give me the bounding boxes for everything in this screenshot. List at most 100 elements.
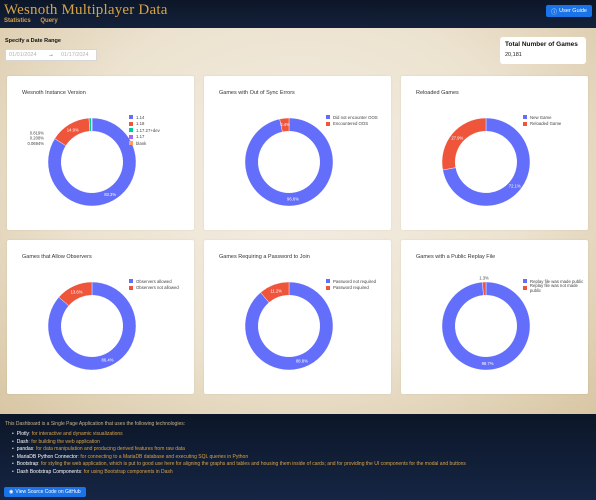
legend-swatch <box>129 285 133 290</box>
tech-desc: : for data manipulation and producing de… <box>33 446 185 452</box>
chart-legend: Did not encounter OOS Encountered OOS <box>326 114 378 127</box>
donut-chart[interactable]: 72.1% 27.9% <box>401 76 588 230</box>
legend-swatch <box>523 285 527 290</box>
slice-encountered-oos[interactable] <box>279 117 290 133</box>
slice-label: 27.9% <box>451 135 463 140</box>
slice-observers-not-allowed[interactable] <box>58 281 93 307</box>
chart-title: Games with Out of Sync Errors <box>219 90 295 96</box>
legend-item-password-required[interactable]: Password required <box>326 285 376 292</box>
legend-item-1-17[interactable]: 1.17 <box>129 134 160 141</box>
slice-label: 13.6% <box>71 289 83 294</box>
legend-swatch <box>129 134 133 139</box>
legend-item-1-18[interactable]: 1.18 <box>129 121 160 128</box>
slice-label: 86.4% <box>102 357 114 362</box>
legend-swatch <box>326 121 330 126</box>
legend-item-reloaded-game[interactable]: Reloaded Game <box>523 121 561 128</box>
app-title: Wesnoth Multiplayer Data <box>4 2 168 18</box>
legend-item-replay-file-was-not-made-public[interactable]: Replay file was not made public <box>523 282 588 293</box>
chart-title: Wesnoth Instance Version <box>22 90 86 96</box>
tech-name: MariaDB Python Connector <box>16 453 78 460</box>
slice-new-game[interactable] <box>442 117 531 207</box>
chart-card-reloaded-games: Reloaded Games 72.1% 27.9% New Game Reloaded… <box>401 76 588 230</box>
nav-statistics[interactable]: Statistics <box>4 18 31 24</box>
slice-1-14[interactable] <box>47 117 137 207</box>
total-games-value: 20,181 <box>505 52 522 58</box>
slice-replay-file-was-made-public[interactable] <box>441 281 531 371</box>
user-guide-button[interactable]: ⓘ User Guide <box>546 5 592 17</box>
end-date-input[interactable]: 01/17/2024 <box>61 52 89 58</box>
user-guide-label: User Guide <box>559 8 587 14</box>
footer: This Dashboard is a Single Page Applicat… <box>0 414 596 500</box>
chart-title: Games with a Public Replay File <box>416 254 496 260</box>
slice-reloaded-game[interactable] <box>441 117 487 171</box>
legend-item-1-14[interactable]: 1.14 <box>129 114 160 121</box>
date-range-picker[interactable]: 01/01/2024 → 01/17/2024 <box>5 49 97 61</box>
footer-intro: This Dashboard is a Single Page Applicat… <box>5 421 186 427</box>
legend-label: Password not required <box>333 278 376 284</box>
legend-swatch <box>129 128 133 133</box>
legend-item-1-17-27-dev[interactable]: 1.17.27+dev <box>129 127 160 134</box>
chart-legend: Observers allowed Observers not allowed <box>129 278 179 291</box>
arrow-right-icon: → <box>48 52 54 58</box>
tech-desc: : for styling the web application, which… <box>38 461 466 467</box>
info-icon: ⓘ <box>551 9 558 16</box>
nav-query[interactable]: Query <box>40 18 58 24</box>
legend-swatch <box>129 141 133 146</box>
github-icon: ◉ <box>9 489 14 495</box>
donut-chart[interactable]: 98.7% 1.3% <box>401 240 588 394</box>
legend-label: Replay file was not made public <box>529 282 578 293</box>
slice-label: 83.3% <box>104 192 116 197</box>
slice-label: 11.2% <box>270 288 282 293</box>
chart-legend: Password not required Password required <box>326 278 376 291</box>
legend-swatch <box>523 115 527 120</box>
total-games-card: Total Number of Games 20,181 <box>500 37 586 64</box>
slice-replay-file-was-not-made-public[interactable] <box>482 281 487 296</box>
legend-item-replay-file-was-made-public[interactable]: Replay file was made public <box>523 278 588 285</box>
tech-item: MariaDB Python Connector: for connecting… <box>12 454 591 462</box>
slice-label: 72.1% <box>509 183 521 188</box>
chart-title: Games Requiring a Password to Join <box>219 254 310 260</box>
slice-label: 1.3% <box>479 275 489 280</box>
legend-label: 1.18 <box>136 121 145 127</box>
chart-card-games-with-a-public-replay-file: Games with a Public Replay File 98.7% 1.3%… <box>401 240 588 394</box>
legend-item-encountered-oos[interactable]: Encountered OOS <box>326 121 378 128</box>
legend-label: Reloaded Game <box>530 121 562 127</box>
donut-chart[interactable]: 88.8% 11.2% <box>204 240 391 394</box>
total-games-title: Total Number of Games <box>505 41 578 48</box>
main-content: Specify a Date Range 01/01/2024 → 01/17/… <box>0 28 596 414</box>
legend-item-observers-not-allowed[interactable]: Observers not allowed <box>129 285 179 292</box>
slice-password-required[interactable] <box>260 281 290 303</box>
legend-item-observers-allowed[interactable]: Observers allowed <box>129 278 179 285</box>
slice-did-not-encounter-oos[interactable] <box>244 117 334 207</box>
legend-item-blank[interactable]: blank <box>129 140 160 147</box>
legend-item-new-game[interactable]: New Game <box>523 114 561 121</box>
slice-label: 0.208% <box>30 136 44 141</box>
tech-desc: : for connecting to a MariaDB database a… <box>77 453 249 460</box>
chart-title: Reloaded Games <box>416 90 459 96</box>
legend-item-password-not-required[interactable]: Password not required <box>326 278 376 285</box>
legend-label: New Game <box>530 114 552 120</box>
donut-chart[interactable]: 83.3% 14.9% 0.819%0.208%0.0694% <box>7 76 194 230</box>
chart-legend: 1.14 1.18 1.17.27+dev 1.17 blank <box>129 114 160 147</box>
legend-swatch <box>129 121 133 126</box>
github-button[interactable]: ◉ View Source Code on GitHub <box>4 487 86 497</box>
legend-label: Observers not allowed <box>136 285 179 291</box>
legend-item-did-not-encounter-oos[interactable]: Did not encounter OOS <box>326 114 378 121</box>
slice-observers-allowed[interactable] <box>47 281 137 371</box>
slice-label: 98.7% <box>482 361 494 366</box>
start-date-input[interactable]: 01/01/2024 <box>9 52 37 58</box>
slice-password-not-required[interactable] <box>244 281 334 371</box>
nav-bar: Statistics Query <box>4 18 66 24</box>
slice-label: 88.8% <box>296 359 308 364</box>
chart-card-games-requiring-a-password-to-join: Games Requiring a Password to Join 88.8% 1… <box>204 240 391 394</box>
tech-name: Bootstrap <box>16 461 39 467</box>
legend-label: Replay file was made public <box>530 278 584 284</box>
chart-card-wesnoth-instance-version: Wesnoth Instance Version 83.3% 14.9% 0.819%… <box>7 76 194 230</box>
donut-chart[interactable]: 96.6% 3.4% <box>204 76 391 230</box>
legend-label: 1.17.27+dev <box>136 127 160 133</box>
tech-name: Plotly <box>16 431 29 437</box>
chart-legend: New Game Reloaded Game <box>523 114 561 127</box>
donut-chart[interactable]: 86.4% 13.6% <box>7 240 194 394</box>
legend-swatch <box>326 115 330 120</box>
github-button-label: View Source Code on GitHub <box>15 489 81 495</box>
